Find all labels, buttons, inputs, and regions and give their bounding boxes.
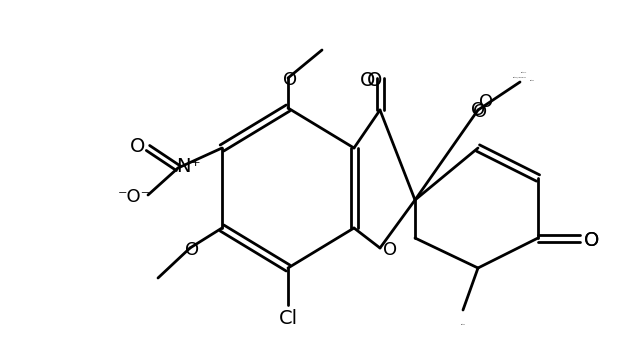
Text: O: O — [471, 101, 485, 119]
Text: methyl: methyl — [461, 323, 465, 325]
Text: O: O — [479, 93, 493, 111]
Text: O: O — [360, 70, 376, 90]
Text: ⁻O⁻: ⁻O⁻ — [117, 188, 150, 206]
Text: O: O — [131, 136, 146, 156]
Text: methyl_placeholder: methyl_placeholder — [513, 76, 527, 78]
Text: O: O — [473, 103, 487, 121]
Text: O: O — [367, 70, 383, 90]
Text: N⁺: N⁺ — [175, 157, 200, 175]
Text: methoxy: methoxy — [521, 71, 527, 73]
Text: methyl: methyl — [529, 79, 534, 81]
Text: Cl: Cl — [278, 309, 298, 329]
Text: O: O — [584, 231, 600, 249]
Text: O: O — [283, 71, 297, 89]
Text: O: O — [584, 231, 600, 249]
Text: O: O — [185, 241, 199, 259]
Text: O: O — [383, 241, 397, 259]
